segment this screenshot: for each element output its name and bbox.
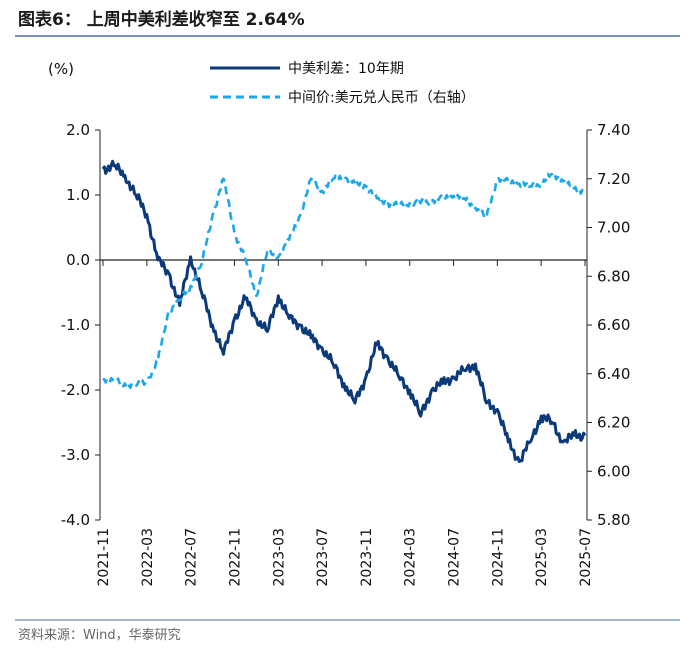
left-axis-unit: (%) — [48, 60, 74, 78]
left-tick-label: -2.0 — [61, 381, 90, 399]
right-tick-label: 7.00 — [597, 219, 630, 237]
left-tick-label: -3.0 — [61, 446, 90, 464]
left-tick-label: -1.0 — [61, 316, 90, 334]
right-tick-label: 7.40 — [597, 121, 630, 139]
left-tick-label: -4.0 — [61, 511, 90, 529]
x-tick-label: 2024-03 — [403, 528, 419, 587]
source-note: 资料来源：Wind，华泰研究 — [18, 628, 181, 643]
legend-label-spread: 中美利差：10年期 — [288, 61, 404, 77]
right-tick-label: 6.00 — [597, 462, 630, 480]
x-tick-label: 2025-07 — [578, 528, 594, 587]
left-tick-label: 2.0 — [66, 121, 90, 139]
right-tick-label: 7.20 — [597, 170, 630, 188]
x-tick-label: 2025-03 — [534, 528, 550, 587]
x-tick-label: 2024-07 — [447, 528, 463, 587]
right-tick-label: 6.60 — [597, 316, 630, 334]
x-tick-label: 2023-07 — [315, 528, 331, 587]
x-tick-label: 2023-03 — [271, 528, 287, 587]
right-tick-label: 6.80 — [597, 267, 630, 285]
right-tick-label: 5.80 — [597, 511, 630, 529]
right-tick-label: 6.40 — [597, 365, 630, 383]
x-tick-label: 2023-11 — [359, 528, 375, 587]
x-tick-label: 2022-03 — [140, 528, 156, 587]
x-tick-label: 2022-11 — [227, 528, 243, 587]
left-tick-label: 1.0 — [66, 186, 90, 204]
legend: 中美利差：10年期 中间价:美元兑人民币（右轴） — [210, 61, 475, 106]
legend-label-usdcny: 中间价:美元兑人民币（右轴） — [288, 90, 475, 106]
chart-title: 图表6： 上周中美利差收窄至 2.64% — [18, 9, 305, 30]
series-line-spread — [103, 161, 585, 461]
right-tick-label: 6.20 — [597, 414, 630, 432]
left-tick-label: 0.0 — [66, 251, 90, 269]
series-line-usdcny — [103, 172, 585, 388]
x-tick-label: 2022-07 — [184, 528, 200, 587]
x-tick-label: 2021-11 — [96, 528, 112, 587]
x-tick-label: 2024-11 — [490, 528, 506, 587]
